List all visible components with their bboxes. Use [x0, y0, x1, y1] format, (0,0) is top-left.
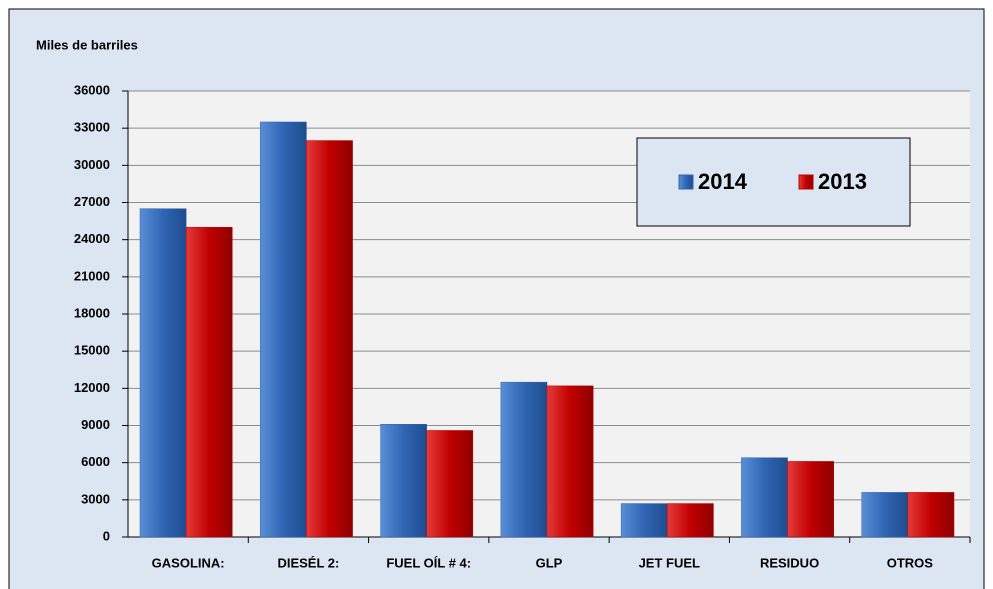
y-axis-title: Miles de barriles: [36, 37, 138, 52]
bar: [667, 503, 714, 538]
bar: [139, 208, 187, 538]
y-tick-label: 12000: [74, 380, 110, 395]
y-tick-label: 21000: [74, 268, 110, 283]
bar: [500, 381, 548, 538]
legend-box: [636, 137, 911, 227]
y-tick-label: 30000: [74, 157, 110, 172]
bar: [185, 227, 233, 538]
y-tick-label: 18000: [74, 305, 110, 320]
y-tick-label: 3000: [81, 491, 110, 506]
bar: [380, 424, 427, 538]
x-tick-label: RESIDUO: [760, 555, 819, 570]
y-tick-label: 6000: [81, 454, 110, 469]
x-tick-label: FUEL OÍL # 4:: [386, 555, 471, 570]
y-tick-label: 33000: [74, 120, 110, 135]
bar: [546, 385, 594, 538]
x-tick-label: JET FUEL: [639, 555, 700, 570]
y-tick-label: 36000: [74, 82, 110, 97]
bar: [306, 140, 353, 538]
y-tick-label: 9000: [81, 417, 110, 432]
y-tick-label: 0: [103, 528, 110, 543]
bar: [861, 492, 909, 538]
legend-swatch: [798, 174, 814, 190]
x-tick-label: OTROS: [887, 555, 934, 570]
bar: [620, 503, 668, 538]
bar: [741, 457, 788, 538]
legend-swatch: [678, 174, 694, 190]
x-tick-label: GASOLINA:: [152, 555, 225, 570]
legend-label: 2013: [818, 169, 867, 194]
y-tick-label: 15000: [74, 343, 110, 358]
x-tick-label: GLP: [536, 555, 563, 570]
bar: [907, 492, 955, 538]
legend-label: 2014: [698, 169, 748, 194]
x-tick-label: DIESÉL 2:: [277, 555, 339, 570]
bar: [426, 430, 474, 538]
bar: [260, 121, 307, 538]
y-tick-label: 24000: [74, 231, 110, 246]
y-tick-label: 27000: [74, 194, 110, 209]
bar: [787, 461, 834, 538]
